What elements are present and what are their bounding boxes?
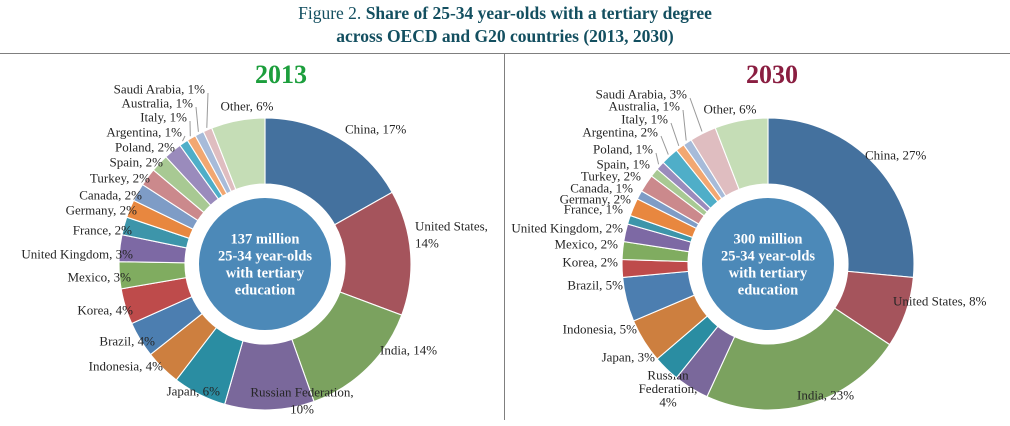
horizontal-divider bbox=[0, 53, 1010, 54]
slice-label-china-2013: China, 17% bbox=[345, 122, 407, 137]
slice-label-france-2013: France, 2% bbox=[73, 223, 132, 238]
slice-label-argentina-2013: Argentina, 1% bbox=[106, 125, 182, 140]
slice-other-2030 bbox=[714, 117, 769, 191]
slice-label-indonesia-2013: Indonesia, 4% bbox=[89, 359, 164, 374]
leader-line-italy bbox=[670, 122, 680, 147]
slice-label-united-states-2013: United States, 14% bbox=[415, 219, 488, 251]
slice-label-other-2013: Other, 6% bbox=[221, 99, 274, 114]
slice-label-italy-2030: Italy, 1% bbox=[621, 112, 668, 127]
leader-line-australia bbox=[682, 109, 687, 141]
slice-label-canada-2030: Canada, 1% bbox=[570, 181, 633, 196]
center-circle-2013 bbox=[199, 198, 331, 330]
slice-label-russian-federation-2013: Russian Federation, 10% bbox=[250, 385, 353, 417]
donut-chart-panel-2030: 2030 China, 27% United States, 8% India, 2… bbox=[505, 54, 1010, 426]
slice-label-korea-2030: Korea, 2% bbox=[562, 255, 618, 270]
slice-label-spain-2013: Spain, 2% bbox=[110, 155, 164, 170]
slice-label-mexico-2030: Mexico, 2% bbox=[554, 237, 618, 252]
leader-line-australia bbox=[195, 106, 199, 132]
slice-label-france-2030: France, 1% bbox=[564, 202, 623, 217]
slice-label-brazil-2030: Brazil, 5% bbox=[567, 278, 623, 293]
center-circle-2030 bbox=[702, 198, 834, 330]
figure-number: Figure 2. bbox=[298, 3, 366, 23]
slice-label-australia-2030: Australia, 1% bbox=[609, 99, 681, 114]
leader-line-saudi-arabia bbox=[206, 92, 209, 128]
chart-year-title-2013: 2013 bbox=[255, 60, 307, 89]
charts-row: 2013 China, 17% United States, 14% India, 1… bbox=[0, 54, 1010, 426]
figure-title-line2: across OECD and G20 countries (2013, 203… bbox=[336, 26, 674, 46]
slice-label-indonesia-2030: Indonesia, 5% bbox=[563, 322, 638, 337]
slice-label-united-kingdom-2013: United Kingdom, 3% bbox=[21, 247, 133, 262]
slice-china-2030 bbox=[767, 117, 915, 279]
figure-title-line1: Figure 2. Share of 25-34 year-olds with … bbox=[0, 2, 1010, 25]
donut-svg-2013: China, 17% United States, 14% India, 14% Rus… bbox=[21, 82, 488, 417]
slice-label-japan-2030: Japan, 3% bbox=[602, 350, 656, 365]
leader-line-argentina bbox=[182, 135, 186, 142]
slice-label-saudi-arabia-2030: Saudi Arabia, 3% bbox=[596, 87, 688, 102]
slice-label-other-2030: Other, 6% bbox=[704, 102, 757, 117]
slice-label-korea-2013: Korea, 4% bbox=[77, 303, 133, 318]
figure-title-text: Share of 25-34 year-olds with a tertiary… bbox=[365, 3, 712, 23]
leader-line-saudi-arabia bbox=[689, 97, 703, 132]
slice-label-india-2013: India, 14% bbox=[380, 343, 437, 358]
slice-label-brazil-2013: Brazil, 4% bbox=[99, 334, 155, 349]
slice-other-2013 bbox=[211, 117, 266, 191]
center-label-2013: 137 million 25-34 year-olds with tertiary e… bbox=[218, 232, 312, 299]
donut-chart-panel-2013: 2013 China, 17% United States, 14% India, 1… bbox=[0, 54, 505, 426]
slice-label-germany-2013: Germany, 2% bbox=[66, 203, 138, 218]
slice-label-turkey-2013: Turkey, 2% bbox=[90, 171, 150, 186]
vertical-divider bbox=[504, 53, 505, 420]
slice-label-saudi-arabia-2013: Saudi Arabia, 1% bbox=[114, 82, 206, 97]
slice-label-italy-2013: Italy, 1% bbox=[140, 110, 187, 125]
slice-label-spain-2030: Spain, 1% bbox=[597, 157, 651, 172]
slice-label-poland-2013: Poland, 2% bbox=[115, 140, 175, 155]
slice-label-turkey-2030: Turkey, 2% bbox=[581, 169, 641, 184]
chart-year-title-2030: 2030 bbox=[746, 60, 798, 89]
slice-label-australia-2013: Australia, 1% bbox=[122, 96, 194, 111]
slice-label-united-kingdom-2030: United Kingdom, 2% bbox=[511, 221, 623, 236]
slice-label-germany-2030: Germany, 2% bbox=[560, 192, 632, 207]
slice-label-canada-2013: Canada, 2% bbox=[79, 188, 142, 203]
donut-svg-2030: China, 27%United States, 8%India, 23%Rus… bbox=[511, 87, 987, 411]
slice-label-india-2030: India, 23% bbox=[797, 388, 854, 403]
center-label-2030: 300 million 25-34 year-olds with tertiary e… bbox=[721, 232, 815, 299]
slice-label-argentina-2030: Argentina, 2% bbox=[582, 125, 658, 140]
slice-label-china-2030: China, 27% bbox=[865, 148, 927, 163]
leader-line-poland bbox=[655, 152, 660, 165]
figure-title: Figure 2. Share of 25-34 year-olds with … bbox=[0, 2, 1010, 48]
slice-label-japan-2013: Japan, 6% bbox=[167, 384, 221, 399]
slice-label-united-states-2030: United States, 8% bbox=[893, 294, 987, 309]
slice-label-poland-2030: Poland, 1% bbox=[593, 142, 653, 157]
leader-line-argentina bbox=[660, 135, 669, 155]
slice-label-mexico-2013: Mexico, 3% bbox=[67, 270, 131, 285]
slice-india-2030 bbox=[706, 307, 891, 411]
